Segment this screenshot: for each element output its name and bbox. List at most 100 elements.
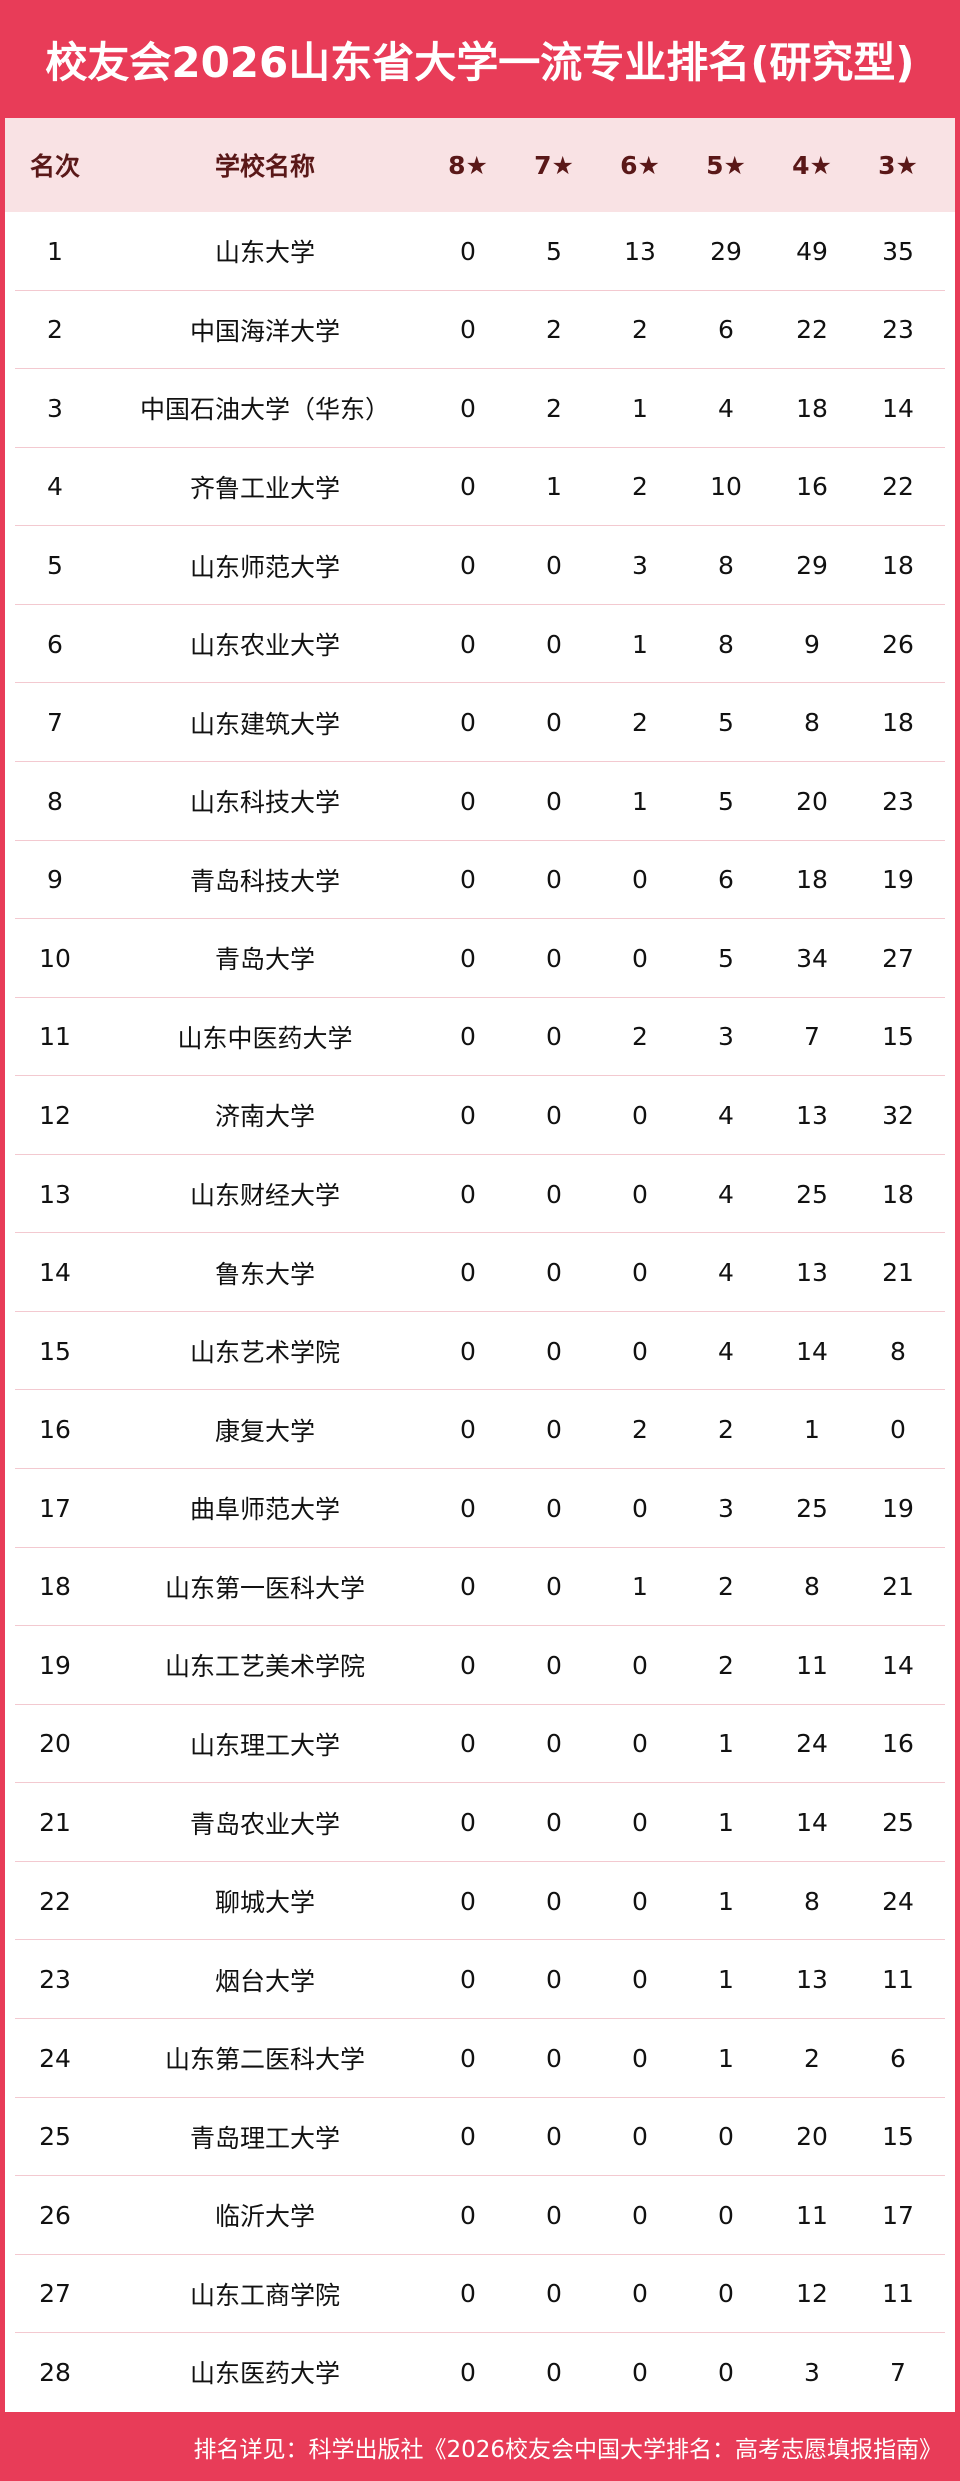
table-row: 6 山东农业大学 0 0 1 8 9 26 [5,605,955,684]
cell-school: 中国石油大学（华东） [139,395,390,425]
cell-star8: 0 [460,1493,476,1523]
cell-star6: 1 [632,1572,648,1602]
cell-rank: 4 [47,472,63,502]
cell-star3: 25 [882,1808,914,1838]
cell-star4: 8 [804,1886,820,1916]
table-row: 10 青岛大学 0 0 0 5 34 27 [5,919,955,998]
cell-star7: 0 [546,2357,562,2387]
cell-star3: 18 [882,551,914,581]
cell-star6: 2 [632,1022,648,1052]
cell-star3: 0 [890,1415,906,1445]
cell-star6: 0 [632,1808,648,1838]
cell-star8: 0 [460,315,476,345]
cell-star3: 11 [882,2279,914,2309]
cell-star7: 1 [546,472,562,502]
cell-rank: 8 [47,786,63,816]
table-row: 19 山东工艺美术学院 0 0 0 2 11 14 [5,1626,955,1705]
cell-star7: 0 [546,1022,562,1052]
cell-rank: 26 [39,2200,71,2230]
cell-star6: 1 [632,393,648,423]
cell-star7: 0 [546,2122,562,2152]
cell-star5: 5 [718,708,734,738]
cell-school: 临沂大学 [214,2202,315,2232]
cell-star4: 25 [796,1179,828,1209]
cell-star7: 0 [546,1258,562,1288]
cell-star3: 19 [882,865,914,895]
cell-star4: 13 [796,1965,828,1995]
cell-star6: 0 [632,1493,648,1523]
cell-star6: 2 [632,708,648,738]
cell-rank: 9 [47,865,63,895]
cell-star7: 0 [546,786,562,816]
cell-star6: 2 [632,1415,648,1445]
cell-star6: 0 [632,1100,648,1130]
cell-star3: 6 [890,2043,906,2073]
cell-star8: 0 [460,2279,476,2309]
cell-star6: 0 [632,865,648,895]
cell-star6: 0 [632,1336,648,1366]
cell-star8: 0 [460,708,476,738]
cell-star4: 1 [804,1415,820,1445]
cell-star4: 7 [804,1022,820,1052]
cell-rank: 15 [39,1336,71,1366]
cell-star7: 5 [546,236,562,266]
cell-star3: 15 [882,1022,914,1052]
cell-rank: 21 [39,1808,71,1838]
table-row: 25 青岛理工大学 0 0 0 0 20 15 [5,2098,955,2177]
cell-star7: 0 [546,1650,562,1680]
cell-star8: 0 [460,2357,476,2387]
cell-star8: 0 [460,236,476,266]
cell-star6: 0 [632,2279,648,2309]
cell-star8: 0 [460,865,476,895]
table-row: 22 聊城大学 0 0 0 1 8 24 [5,1862,955,1941]
cell-star4: 18 [796,865,828,895]
cell-star3: 18 [882,708,914,738]
table-row: 12 济南大学 0 0 0 4 13 32 [5,1076,955,1155]
cell-rank: 3 [47,393,63,423]
cell-star5: 4 [718,1258,734,1288]
cell-star5: 3 [718,1493,734,1523]
cell-star4: 14 [796,1808,828,1838]
table-row: 21 青岛农业大学 0 0 0 1 14 25 [5,1783,955,1862]
cell-rank: 16 [39,1415,71,1445]
cell-star7: 0 [546,1415,562,1445]
cell-rank: 12 [39,1100,71,1130]
cell-star3: 14 [882,1650,914,1680]
cell-star4: 14 [796,1336,828,1366]
column-header-rank: 名次 [29,152,80,181]
cell-star8: 0 [460,1100,476,1130]
cell-star6: 0 [632,1650,648,1680]
cell-star5: 0 [718,2122,734,2152]
cell-star8: 0 [460,1258,476,1288]
source-note: 排名详见：科学出版社《2026校友会中国大学排名：高考志愿填报指南》 [193,2436,942,2463]
ranking-table: 名次 学校名称 8★ 7★ 6★ 5★ 4★ 3★ 1 山东大学 0 5 13 29 49 35 2 中国海洋大… [5,118,955,2412]
cell-school: 中国海洋大学 [189,316,340,346]
cell-school: 烟台大学 [214,1966,315,1996]
cell-star8: 0 [460,1886,476,1916]
cell-school: 康复大学 [214,1416,315,1446]
cell-star5: 4 [718,393,734,423]
cell-star3: 23 [882,315,914,345]
cell-star5: 5 [718,943,734,973]
cell-school: 山东中医药大学 [177,1023,353,1053]
cell-star6: 2 [632,472,648,502]
cell-star5: 8 [718,629,734,659]
table-row: 18 山东第一医科大学 0 0 1 2 8 21 [5,1548,955,1627]
cell-rank: 7 [47,708,63,738]
cell-star4: 8 [804,708,820,738]
cell-school: 山东理工大学 [189,1730,340,1760]
cell-star8: 0 [460,1022,476,1052]
cell-star3: 23 [882,786,914,816]
cell-star3: 24 [882,1886,914,1916]
cell-star8: 0 [460,2043,476,2073]
cell-rank: 24 [39,2043,71,2073]
cell-star5: 1 [718,1729,734,1759]
cell-star8: 0 [460,2122,476,2152]
cell-star5: 4 [718,1100,734,1130]
cell-star5: 8 [718,551,734,581]
cell-star5: 0 [718,2279,734,2309]
cell-star3: 7 [890,2357,906,2387]
cell-star5: 6 [718,315,734,345]
table-row: 20 山东理工大学 0 0 0 1 24 16 [5,1705,955,1784]
cell-school: 山东工商学院 [189,2280,340,2310]
